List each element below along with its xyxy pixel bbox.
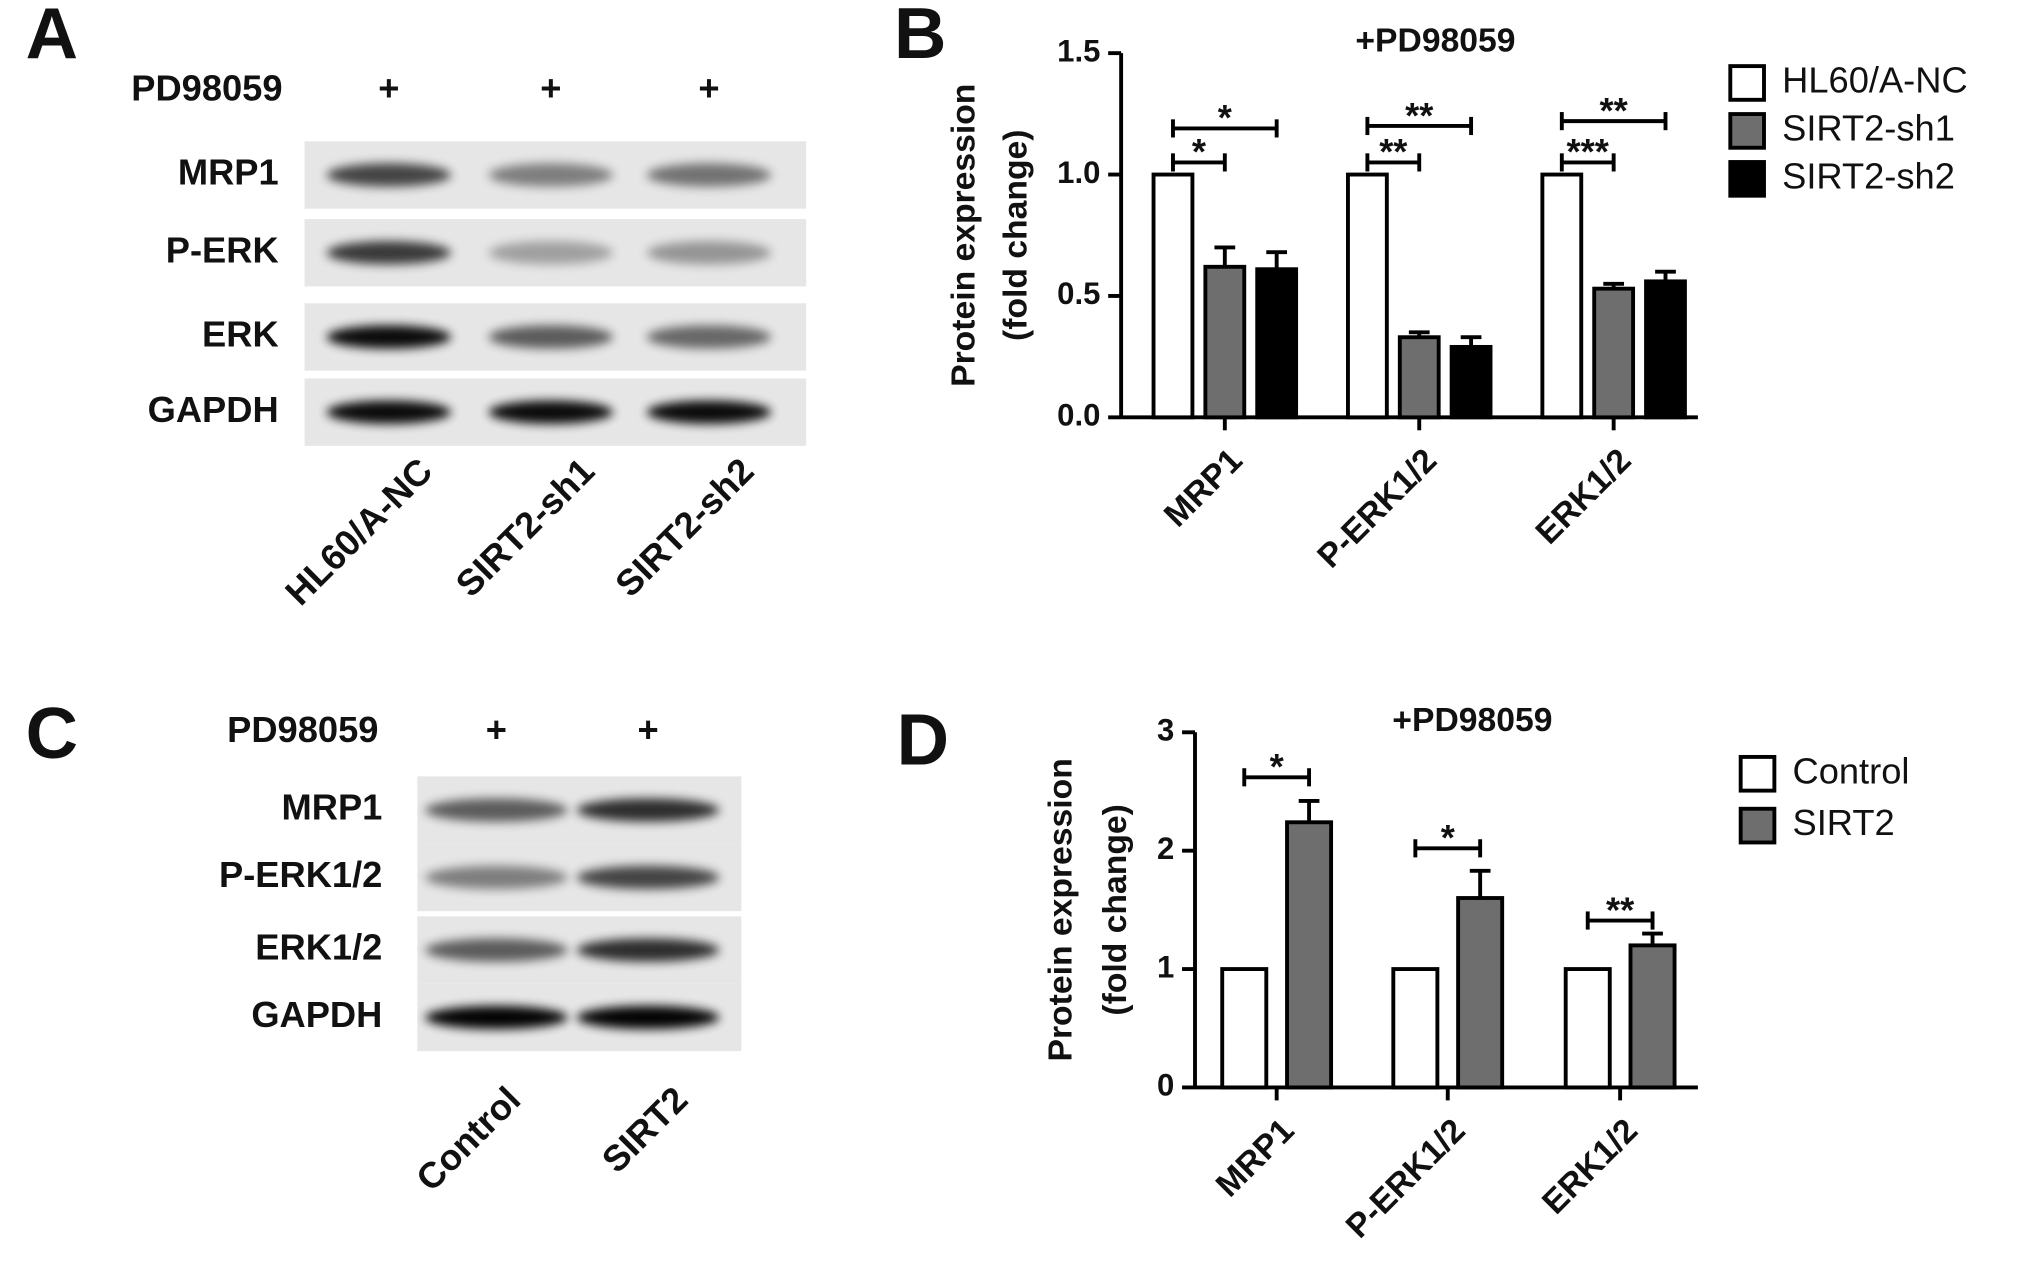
blot-band bbox=[425, 798, 568, 822]
significance-label: ** bbox=[1379, 131, 1408, 172]
legend-text: SIRT2-sh2 bbox=[1782, 155, 1955, 196]
bar bbox=[1346, 172, 1389, 420]
significance-label: ** bbox=[1606, 889, 1635, 930]
blot-row-label: GAPDH bbox=[251, 994, 382, 1035]
x-tick-label: MRP1 bbox=[1209, 1112, 1301, 1204]
treatment-mark: + bbox=[486, 709, 507, 750]
blot-row-label: P-ERK1/2 bbox=[219, 854, 382, 895]
lane-label: SIRT2 bbox=[594, 1079, 696, 1181]
legend-text: SIRT2 bbox=[1793, 802, 1895, 843]
blot-band bbox=[646, 241, 772, 265]
significance-label: * bbox=[1270, 746, 1285, 787]
lane-label: SIRT2-sh1 bbox=[448, 450, 602, 604]
bar bbox=[1563, 967, 1612, 1090]
y-tick-label: 3 bbox=[1157, 713, 1174, 748]
blot-band bbox=[576, 798, 720, 822]
bar bbox=[1220, 967, 1269, 1090]
bar bbox=[1592, 286, 1636, 420]
blot-row-label: MRP1 bbox=[178, 152, 279, 193]
y-tick-label: 0.5 bbox=[1057, 276, 1100, 311]
y-tick-label: 2 bbox=[1157, 831, 1174, 866]
blot-row-label: GAPDH bbox=[148, 389, 279, 430]
chart-title: +PD98059 bbox=[1392, 702, 1552, 739]
panel-letter: A bbox=[26, 0, 78, 74]
blot-band bbox=[326, 325, 452, 349]
lane-label: Control bbox=[408, 1079, 528, 1199]
x-tick-label: ERK1/2 bbox=[1535, 1112, 1645, 1222]
blot-row-label: ERK1/2 bbox=[255, 927, 382, 968]
panel-letter: D bbox=[897, 699, 949, 780]
legend-text: Control bbox=[1793, 750, 1910, 791]
bar bbox=[1644, 279, 1687, 420]
blot-band bbox=[646, 163, 772, 187]
bar bbox=[1151, 172, 1195, 420]
y-axis-label: (fold change) bbox=[1097, 804, 1134, 1015]
blot-band bbox=[646, 400, 772, 424]
y-axis-label: (fold change) bbox=[997, 130, 1034, 341]
legend-swatch bbox=[1728, 112, 1766, 150]
blot-band bbox=[488, 325, 614, 349]
blot-band bbox=[425, 1005, 568, 1030]
treatment-mark: + bbox=[540, 67, 561, 108]
bar bbox=[1391, 967, 1440, 1090]
significance-label: * bbox=[1441, 817, 1456, 858]
bar bbox=[1456, 896, 1505, 1090]
significance-label: ** bbox=[1600, 90, 1629, 131]
blot-band bbox=[576, 865, 720, 890]
lane-label: SIRT2-sh2 bbox=[607, 450, 761, 604]
y-tick-label: 1.5 bbox=[1057, 33, 1100, 68]
bar bbox=[1255, 267, 1299, 420]
treatment-mark: + bbox=[698, 67, 719, 108]
bar bbox=[1285, 820, 1334, 1090]
bar bbox=[1628, 943, 1677, 1090]
legend-text: HL60/A-NC bbox=[1782, 60, 1968, 101]
blot-band bbox=[488, 163, 614, 187]
treatment-label: PD98059 bbox=[227, 709, 378, 750]
treatment-mark: + bbox=[637, 709, 658, 750]
blot-band bbox=[488, 400, 614, 424]
blot-band bbox=[326, 241, 452, 265]
y-axis-label: Protein expression bbox=[1043, 758, 1080, 1061]
significance-label: * bbox=[1192, 131, 1207, 172]
blot-row-label: P-ERK bbox=[166, 229, 279, 270]
chart-title: +PD98059 bbox=[1355, 23, 1515, 60]
lane-label: HL60/A-NC bbox=[277, 450, 440, 613]
x-tick-label: P-ERK1/2 bbox=[1311, 442, 1444, 575]
legend-swatch bbox=[1738, 754, 1777, 793]
legend-text: SIRT2-sh1 bbox=[1782, 108, 1955, 149]
blot-band bbox=[425, 938, 568, 962]
significance-label: * bbox=[1218, 97, 1233, 138]
blot-band bbox=[488, 241, 614, 265]
x-tick-label: MRP1 bbox=[1157, 442, 1249, 534]
treatment-mark: + bbox=[378, 67, 399, 108]
legend-swatch bbox=[1738, 806, 1777, 845]
y-axis-label: Protein expression bbox=[946, 84, 983, 387]
blot-band bbox=[425, 865, 568, 890]
y-tick-label: 1.0 bbox=[1057, 155, 1100, 190]
treatment-label: PD98059 bbox=[131, 67, 282, 108]
blot-band bbox=[576, 938, 720, 962]
blot-row-label: ERK bbox=[202, 314, 279, 355]
legend-swatch bbox=[1728, 64, 1766, 102]
blot-band bbox=[646, 325, 772, 349]
blot-row-label: MRP1 bbox=[282, 787, 383, 828]
legend-swatch bbox=[1728, 160, 1766, 198]
y-tick-label: 1 bbox=[1157, 949, 1174, 984]
blot-band bbox=[326, 163, 452, 187]
y-tick-label: 0.0 bbox=[1057, 398, 1100, 433]
blot-band bbox=[576, 1005, 720, 1030]
bar bbox=[1203, 264, 1247, 420]
x-tick-label: P-ERK1/2 bbox=[1339, 1112, 1472, 1245]
bar bbox=[1397, 335, 1441, 420]
significance-label: *** bbox=[1567, 131, 1610, 172]
x-tick-label: ERK1/2 bbox=[1529, 442, 1639, 552]
significance-label: ** bbox=[1405, 95, 1434, 136]
panel-letter: C bbox=[26, 693, 78, 774]
panel-letter: B bbox=[894, 0, 946, 74]
bar bbox=[1449, 344, 1493, 420]
blot-band bbox=[326, 400, 452, 424]
bar bbox=[1540, 172, 1584, 420]
y-tick-label: 0 bbox=[1157, 1068, 1174, 1103]
